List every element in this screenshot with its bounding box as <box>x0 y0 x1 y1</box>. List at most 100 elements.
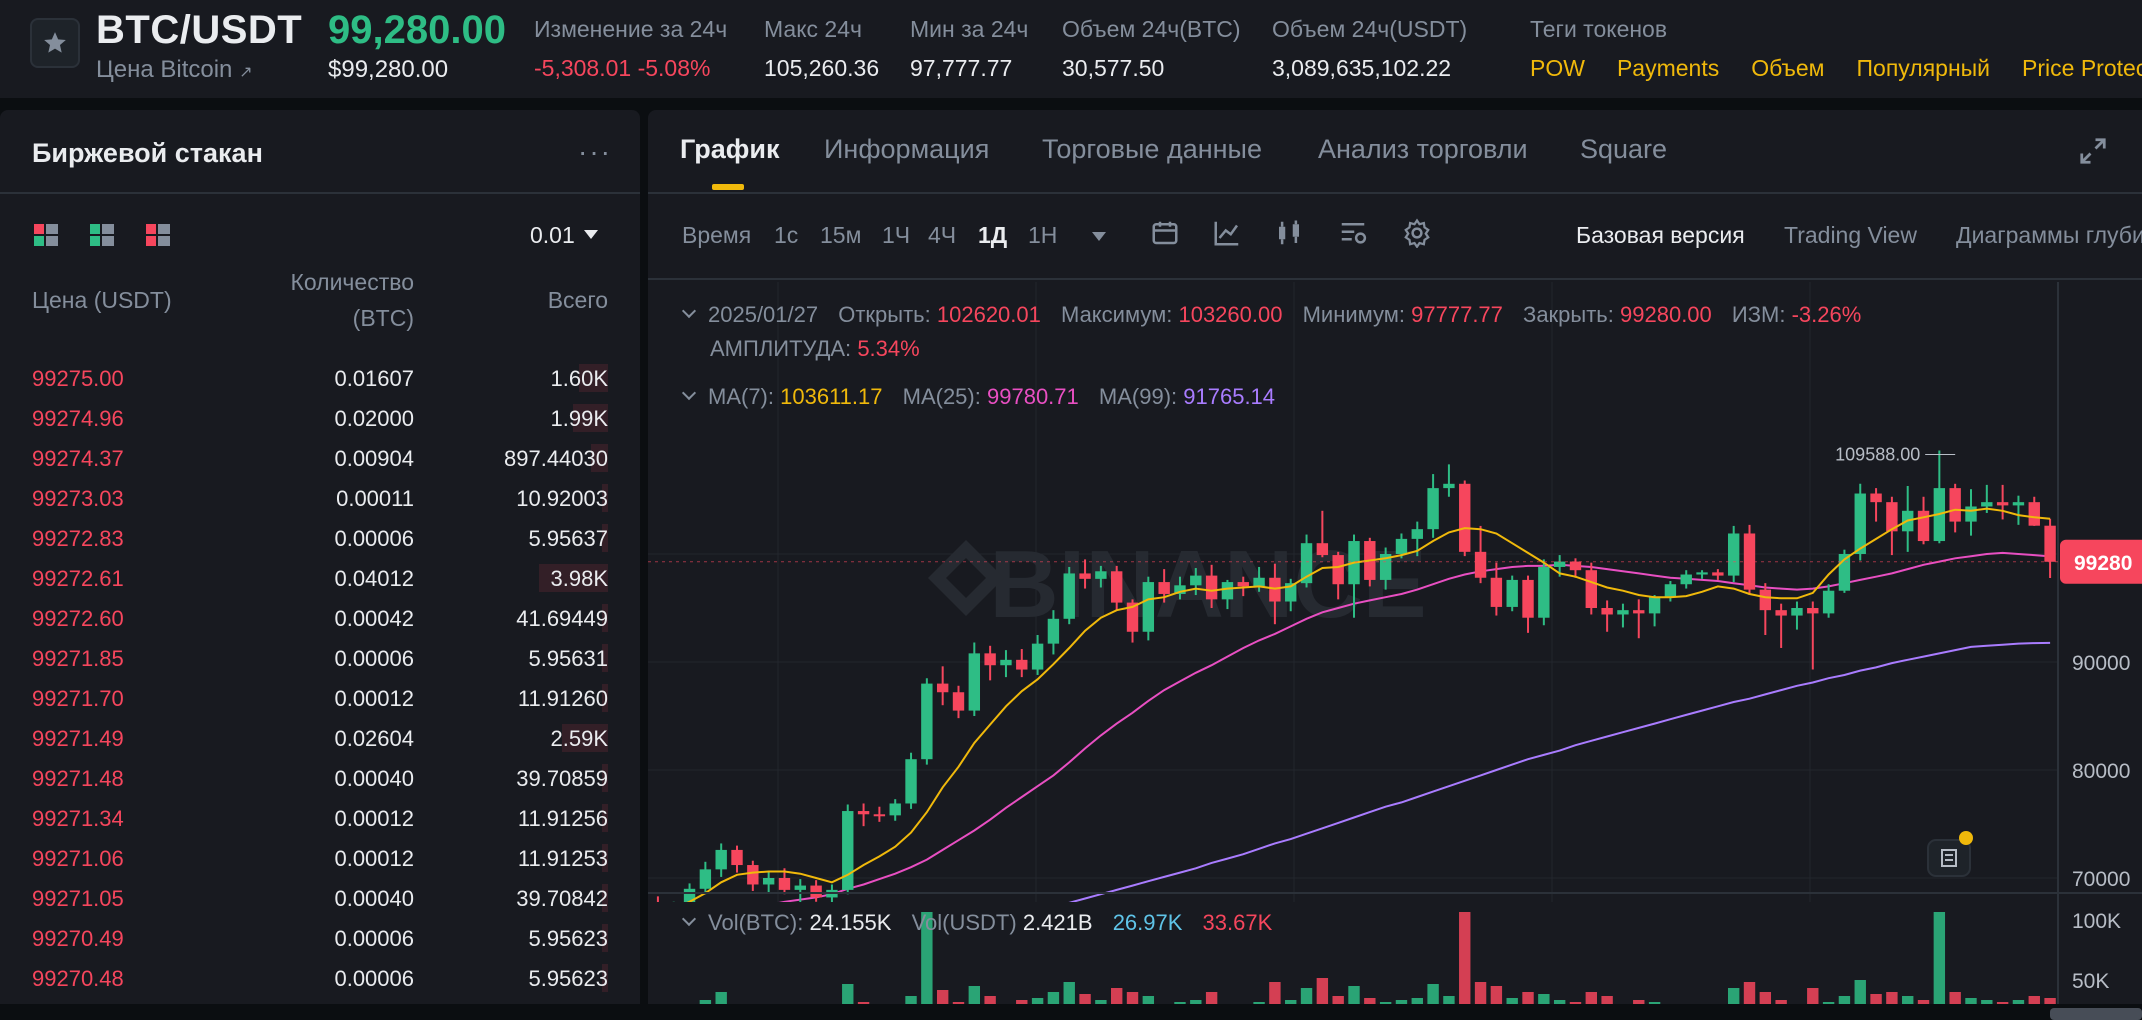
interval-15m[interactable]: 15м <box>820 222 862 248</box>
interval-1s[interactable]: 1с <box>774 222 799 248</box>
ask-amount: 0.00006 <box>334 966 414 991</box>
order-book-row[interactable]: 99271.49 0.02604 2.59K <box>0 718 640 758</box>
order-book-row[interactable]: 99274.37 0.00904 897.44030 <box>0 438 640 478</box>
candle-body <box>1838 554 1851 591</box>
favorite-button[interactable] <box>30 18 80 68</box>
tab-info[interactable]: Информация <box>824 134 990 164</box>
order-book-row[interactable]: 99273.03 0.00011 10.92003 <box>0 478 640 518</box>
indicators-icon[interactable] <box>1212 218 1242 248</box>
ask-price: 99271.85 <box>32 646 124 671</box>
order-book-row[interactable]: 99271.34 0.00012 11.91256 <box>0 798 640 838</box>
ask-price: 99271.70 <box>32 686 124 711</box>
interval-time[interactable]: Время <box>682 222 752 248</box>
view-tradingview[interactable]: Trading View <box>1784 222 1917 248</box>
chevron-down-icon[interactable] <box>1092 232 1106 241</box>
candle-body <box>1585 570 1597 608</box>
layout-icon[interactable] <box>1338 218 1368 248</box>
stat-label: Мин за 24ч <box>910 16 1029 42</box>
candle-body <box>731 849 743 866</box>
calendar-icon[interactable] <box>1150 218 1180 248</box>
view-basic[interactable]: Базовая версия <box>1576 222 1745 248</box>
tag-price-protection[interactable]: Price Protection <box>2022 55 2142 81</box>
candle-type-icon[interactable] <box>1274 218 1304 248</box>
ask-amount: 0.02604 <box>334 726 414 751</box>
y-axis-tick: 90000 <box>2072 652 2130 675</box>
order-book-row[interactable]: 99272.83 0.00006 5.95637 <box>0 518 640 558</box>
order-book-row[interactable]: 99270.48 0.00006 5.95623 <box>0 958 640 998</box>
col-amount: Количество (BTC) <box>290 264 414 336</box>
price-plot-svg[interactable]: BINANCE109588.0065596.299000080000700009… <box>648 282 2142 902</box>
depth-bar <box>602 644 608 672</box>
ask-amount: 0.00011 <box>336 486 414 511</box>
order-book-row[interactable]: 99271.70 0.00012 11.91260 <box>0 678 640 718</box>
ask-total: 5.95623 <box>528 926 608 951</box>
collapse-chevron-icon[interactable] <box>681 385 697 401</box>
ask-total: 1.99K <box>550 406 609 431</box>
candle-body <box>1237 582 1249 587</box>
view-bids-icon[interactable] <box>90 224 114 246</box>
ask-amount: 0.01607 <box>334 366 414 391</box>
tag-volume[interactable]: Объем <box>1751 55 1825 81</box>
star-icon <box>44 32 66 53</box>
view-depth[interactable]: Диаграммы глубины <box>1956 222 2142 248</box>
order-book-row[interactable]: 99271.05 0.00040 39.70842 <box>0 878 640 918</box>
vol-btc-value: 24.155K <box>809 910 892 935</box>
ask-total: 5.95631 <box>528 646 608 671</box>
candle-body <box>1205 575 1218 600</box>
order-book-row[interactable]: 99270.49 0.00006 5.95623 <box>0 918 640 958</box>
candlestick-chart[interactable]: BINANCE109588.0065596.299000080000700009… <box>648 282 2142 902</box>
order-book-row[interactable]: 99272.60 0.00042 41.69449 <box>0 598 640 638</box>
candle-body <box>1617 610 1629 615</box>
tag-payments[interactable]: Payments <box>1616 55 1720 81</box>
collapse-chevron-icon[interactable] <box>681 303 697 319</box>
ma99-value: 91765.14 <box>1183 384 1276 409</box>
tick-size-select[interactable]: 0.01 <box>530 222 575 248</box>
tag-pow[interactable]: POW <box>1530 55 1585 81</box>
pair-symbol[interactable]: BTC/USDT <box>96 8 303 52</box>
candle-body <box>905 759 917 804</box>
settings-gear-icon[interactable] <box>1402 218 1432 248</box>
order-book-row[interactable]: 99271.85 0.00006 5.95631 <box>0 638 640 678</box>
collapse-chevron-icon[interactable] <box>681 911 697 927</box>
tab-trading-data[interactable]: Торговые данные <box>1042 134 1262 164</box>
candle-body <box>1443 483 1455 489</box>
order-book-row[interactable]: 99275.00 0.01607 1.60K <box>0 358 640 398</box>
tab-chart[interactable]: График <box>680 134 780 164</box>
more-options-icon[interactable]: ··· <box>578 136 612 167</box>
ask-amount: 0.00006 <box>334 526 414 551</box>
order-book-row[interactable]: 99271.06 0.00012 11.91253 <box>0 838 640 878</box>
interval-1d[interactable]: 1Д <box>978 222 1008 248</box>
stat-label: Макс 24ч <box>764 16 862 42</box>
view-asks-icon[interactable] <box>146 224 170 246</box>
view-both-icon[interactable] <box>34 224 58 246</box>
order-book-row[interactable]: 99274.96 0.02000 1.99K <box>0 398 640 438</box>
vol-usdt-value: 2.421B <box>1022 910 1093 935</box>
volume-chart[interactable]: 100K 50K Vol(BTC): 24.155K Vol(USDT) 2.42… <box>648 892 2142 1020</box>
depth-bar <box>602 604 608 632</box>
chevron-down-icon[interactable] <box>584 230 598 239</box>
order-book-row[interactable]: 99271.48 0.00040 39.70859 <box>0 758 640 798</box>
candle-body <box>715 849 727 870</box>
stat-label: Объем 24ч(USDT) <box>1272 16 1468 42</box>
candle-body <box>1490 577 1503 607</box>
ask-price: 99271.34 <box>32 806 124 831</box>
candle-body <box>1949 488 1961 522</box>
tab-trade-analysis[interactable]: Анализ торговли <box>1318 134 1528 164</box>
volume-bar <box>921 912 933 1020</box>
order-book-row[interactable]: 99272.61 0.04012 3.98K <box>0 558 640 598</box>
expand-icon[interactable] <box>2078 136 2108 166</box>
candle-body <box>1031 643 1044 670</box>
ask-amount: 0.00040 <box>334 766 414 791</box>
tab-square[interactable]: Square <box>1580 134 1668 164</box>
horizontal-scrollbar[interactable] <box>2050 1008 2142 1020</box>
depth-bar <box>602 964 608 992</box>
high-value: 103260.00 <box>1178 302 1283 327</box>
candle-body <box>1981 502 1993 507</box>
pair-coin-link[interactable]: Цена Bitcoin ↗ <box>96 56 252 84</box>
interval-1w[interactable]: 1Н <box>1028 222 1058 248</box>
candle-body <box>1079 573 1091 579</box>
candle-body <box>778 878 791 890</box>
interval-4h[interactable]: 4Ч <box>928 222 957 248</box>
tag-popular[interactable]: Популярный <box>1856 55 1991 81</box>
interval-1h[interactable]: 1Ч <box>882 222 911 248</box>
